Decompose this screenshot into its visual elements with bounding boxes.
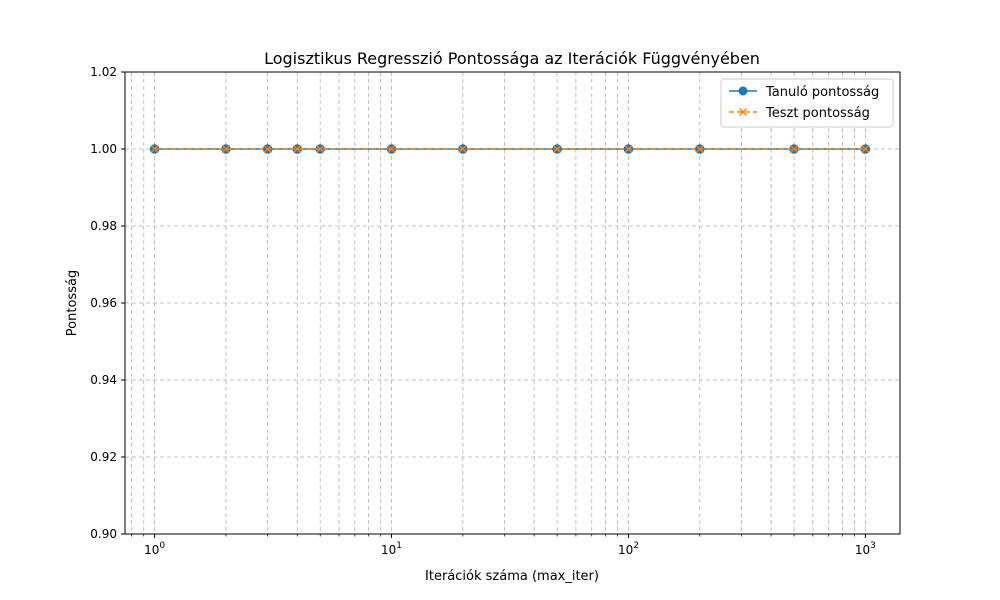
data-point-test-stroke: [458, 144, 467, 154]
data-point-test: [293, 144, 302, 154]
grid: [125, 71, 900, 535]
x-tick-label-base: 10: [381, 543, 396, 557]
legend: Tanuló pontosság Teszt pontosság: [720, 78, 894, 128]
y-tick-label: 0.96: [90, 296, 117, 310]
x-tick-label-base: 10: [144, 543, 159, 557]
y-axis-label: Pontosság: [65, 270, 80, 336]
data-point-test: [221, 144, 230, 154]
x-tick-label: 101: [381, 541, 402, 557]
x-tick-label-base: 10: [855, 543, 870, 557]
data-point-test: [458, 144, 467, 154]
legend-marker-train: [738, 86, 748, 96]
legend-label-test: Teszt pontosság: [765, 106, 870, 121]
y-tick-label: 1.00: [90, 142, 117, 156]
data-point-test-stroke: [695, 144, 704, 154]
data-point-test-stroke: [150, 144, 159, 154]
data-point-test-stroke: [221, 144, 230, 154]
legend-marker-test: [738, 107, 748, 117]
y-tick-label: 0.92: [90, 450, 117, 464]
data-point-test: [861, 144, 870, 154]
y-tick-label: 0.94: [90, 373, 117, 387]
x-tick-label: 102: [618, 541, 639, 557]
x-tick-label-exponent: 2: [633, 541, 639, 551]
data-point-test: [150, 144, 159, 154]
x-tick-label-exponent: 0: [159, 541, 165, 551]
legend-label-train: Tanuló pontosság: [765, 85, 879, 100]
data-point-test-stroke: [263, 144, 272, 154]
data-point-test: [387, 144, 396, 154]
data-point-test-stroke: [387, 144, 396, 154]
data-point-test-stroke: [790, 144, 799, 154]
legend-marker-test-stroke: [738, 107, 748, 117]
x-tick-label: 100: [144, 541, 165, 557]
x-axis-label: Iterációk száma (max_iter): [425, 569, 599, 584]
data-point-test: [624, 144, 633, 154]
series-layer: [149, 144, 871, 154]
data-point-test: [316, 144, 325, 154]
data-point-test-stroke: [293, 144, 302, 154]
data-point-test-stroke: [624, 144, 633, 154]
data-point-test: [263, 144, 272, 154]
x-tick-label-base: 10: [618, 543, 633, 557]
x-tick-label-exponent: 3: [870, 541, 876, 551]
chart-title: Logisztikus Regresszió Pontossága az Ite…: [264, 49, 760, 68]
data-point-test-stroke: [861, 144, 870, 154]
data-point-test: [553, 144, 562, 154]
data-point-test: [695, 144, 704, 154]
x-tick-label-exponent: 1: [396, 541, 402, 551]
y-tick-label: 1.02: [90, 65, 117, 79]
data-point-test-stroke: [316, 144, 325, 154]
data-point-test-stroke: [553, 144, 562, 154]
data-point-test: [790, 144, 799, 154]
x-tick-label: 103: [855, 541, 876, 557]
y-tick-label: 0.98: [90, 219, 117, 233]
y-tick-label: 0.90: [90, 527, 117, 541]
legend-box: [720, 78, 894, 128]
